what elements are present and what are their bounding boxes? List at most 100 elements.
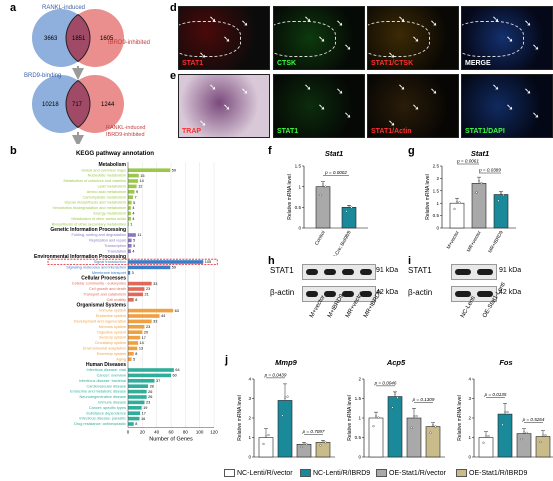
data-point <box>283 396 287 399</box>
legend-swatch <box>300 469 311 477</box>
kegg-row-label: Membrane transport <box>92 271 127 275</box>
micro-tile: ➘ ➘ ➘ ➘ STAT1 <box>178 6 270 70</box>
micro-tile: ➘ ➘ ➘ ➘ MERGE <box>461 6 553 70</box>
venn-top-overlap <box>65 13 91 63</box>
data-point <box>499 191 503 194</box>
kegg-row-label: Immune disease <box>98 401 126 405</box>
kegg-row-label: Circulatory system <box>95 341 126 345</box>
data-point <box>319 193 322 196</box>
blot-row-label: β-actin <box>408 288 433 297</box>
data-point <box>321 440 325 443</box>
y-tick-label: 4 <box>248 377 251 382</box>
kegg-bar <box>128 206 131 210</box>
kegg-bar <box>128 416 140 421</box>
kegg-bar <box>128 217 131 221</box>
arrow-marker-icon: ➘ <box>506 34 514 44</box>
chart-title: Mmp9 <box>275 358 297 367</box>
arrow-marker-icon: ➘ <box>304 14 312 24</box>
panel-label-h: h <box>268 255 275 267</box>
arrow-marker-icon: ➘ <box>506 102 514 112</box>
kegg-row-label: Metabolism of other amino acids <box>71 217 126 221</box>
legend-item: OE-Stat1/R/vector <box>376 469 446 477</box>
kegg-bar <box>128 265 171 270</box>
y-tick-label: 2 <box>468 416 471 421</box>
region-outline <box>179 21 241 57</box>
y-tick-label: 1 <box>248 435 251 440</box>
arrow-marker-icon: ➘ <box>430 18 438 28</box>
kegg-bar <box>128 335 141 340</box>
micro-label: CTSK <box>277 60 297 67</box>
panel-label-f: f <box>268 145 272 157</box>
venn-bottom: BRD9-binding RANKL-induced IBRD9-inhibit… <box>24 73 147 138</box>
data-point <box>431 423 435 427</box>
kegg-value-label: 33 <box>153 320 157 324</box>
kegg-group-label: Genetic Information Processing <box>50 227 126 233</box>
kegg-bar <box>128 314 160 318</box>
kegg-value-label: 63 <box>175 309 179 313</box>
arrow-marker-icon: ➘ <box>524 18 532 28</box>
p-value-label: p = 0.0439 <box>264 372 287 377</box>
kegg-row-label: Metabolism of cofactors and vitamins <box>64 179 127 183</box>
blot-band <box>455 269 471 275</box>
kegg-row-label: Lipid metabolism <box>98 185 127 189</box>
arrow-marker-icon: ➘ <box>336 86 344 96</box>
kegg-value-label: 16 <box>141 417 145 421</box>
arrow-marker-icon: ➘ <box>209 14 217 24</box>
kegg-value-label: 1 <box>130 222 132 226</box>
kegg-bar <box>128 195 134 199</box>
kegg-value-label: 13 <box>139 347 143 351</box>
bar <box>493 194 509 229</box>
kegg-value-label: 12 <box>138 185 142 189</box>
y-tick-label: 0 <box>468 455 471 460</box>
data-point <box>544 434 547 437</box>
data-point <box>350 206 353 209</box>
arrow-marker-icon: ➘ <box>412 102 420 112</box>
kegg-value-label: 14 <box>140 179 144 183</box>
kegg-row-label: Infectious disease: parasitic <box>79 417 126 421</box>
data-point <box>487 435 490 438</box>
kegg-bar <box>128 384 149 388</box>
bar <box>425 426 441 458</box>
bar <box>368 417 384 458</box>
kegg-bar <box>128 379 155 383</box>
panel-label-j: j <box>225 354 229 366</box>
kegg-value-label: 8 <box>135 352 137 356</box>
blot-band <box>360 269 372 275</box>
y-axis-label: Relative mRNA level <box>287 174 293 220</box>
data-point <box>324 185 327 188</box>
arrow-marker-icon: ➘ <box>199 118 207 128</box>
kegg-value-label: 8 <box>135 298 137 302</box>
kegg-bar <box>128 249 131 253</box>
micro-tile: ➘ ➘ ➘ ➘ STAT1/DAPI <box>461 74 553 138</box>
p-value-label: p = 0.0135 <box>484 392 507 397</box>
x-tick-label: M+vector <box>446 230 461 251</box>
blot-band <box>360 291 372 297</box>
panel-label-a: a <box>10 2 17 14</box>
chart-j-fos: Fos 0 1 2 3 4 Relative mRNA level p = 0.0135 p =… <box>457 358 553 460</box>
kegg-row-label: Xenobiotics biodegradation and metabolis… <box>52 206 126 210</box>
kegg-row-label: Carbohydrate metabolism <box>83 195 126 199</box>
kegg-value-label: 33 <box>153 282 157 286</box>
data-point <box>374 414 378 418</box>
kegg-row-label: Global and overview maps <box>81 168 126 172</box>
blot-band <box>477 269 493 275</box>
kegg-row-label: Neurodegenerative disease <box>80 395 126 399</box>
blot-row-label: STAT1 <box>270 266 294 275</box>
venn-bottom-right-title: RANKL-induced IBRD9-inhibited <box>106 125 147 138</box>
kegg-x-label: Number of Genes <box>149 437 193 443</box>
blot-row-label: STAT1 <box>408 266 432 275</box>
legend-swatch <box>224 469 235 477</box>
y-tick-label: 0.5 <box>355 435 362 440</box>
arrow-marker-icon: ➘ <box>524 86 532 96</box>
bar <box>277 400 293 458</box>
kegg-bar <box>128 341 139 345</box>
p-value-label: p = 0.0002 <box>324 170 347 175</box>
venn-top: RANKL-induced IBRD9-inhibited 3663 1851 … <box>32 5 150 67</box>
kegg-row-label: Excretory system <box>97 352 126 356</box>
legend-label: NC-Lenti/R/vector <box>237 469 293 477</box>
kegg-value-label: 23 <box>146 401 150 405</box>
data-point <box>393 392 397 395</box>
kegg-row-label: Transport and catabolism <box>83 293 126 297</box>
y-tick-label: 0 <box>248 455 251 460</box>
panel-label-d: d <box>170 2 177 14</box>
